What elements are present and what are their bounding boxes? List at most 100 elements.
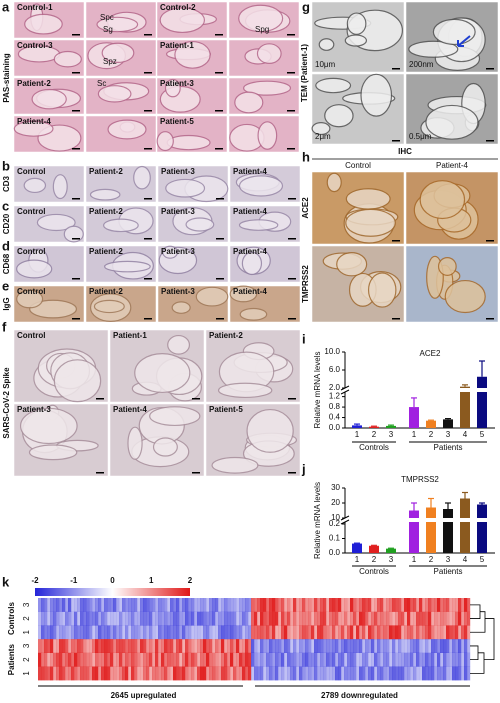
heatmap-cell — [290, 652, 294, 667]
heatmap-cell — [155, 625, 159, 640]
heatmap-cell — [377, 625, 381, 640]
tissue-structure — [311, 122, 331, 136]
heatmap-cell — [167, 666, 171, 681]
heatmap-cell — [206, 625, 210, 640]
row-label: 2 — [22, 616, 31, 621]
scale-bar — [486, 240, 494, 242]
heatmap-cell — [38, 598, 42, 612]
heatmap-cell — [368, 652, 372, 667]
heatmap-cell — [368, 639, 372, 653]
heatmap-cell — [272, 652, 276, 667]
heatmap-cell — [302, 639, 306, 653]
heatmap-cell — [122, 625, 126, 640]
tile-label: Patient-1 — [113, 331, 147, 340]
heatmap-cell — [374, 598, 378, 612]
heatmap-cell — [236, 598, 240, 612]
heatmap-cell — [191, 652, 195, 667]
heatmap-cell — [218, 598, 222, 612]
heatmap-cell — [383, 611, 387, 626]
heatmap-cell — [74, 625, 78, 640]
heatmap-cell — [464, 666, 468, 681]
heatmap-cell — [158, 639, 162, 653]
heatmap-cell — [353, 598, 357, 612]
heatmap-cell — [143, 652, 147, 667]
heatmap-cell — [437, 666, 441, 681]
scale-tick-label: 1 — [149, 576, 154, 585]
heatmap-cell — [44, 652, 48, 667]
heatmap-cell — [218, 625, 222, 640]
annotation: Sc — [97, 79, 106, 88]
bar — [352, 543, 362, 553]
heatmap-cell — [380, 611, 384, 626]
x-tick-label: 4 — [463, 430, 468, 439]
heatmap-cell — [206, 639, 210, 653]
y-tick-label: 10.0 — [324, 347, 340, 356]
heatmap-cell — [233, 598, 237, 612]
heatmap-cell — [107, 598, 111, 612]
heatmap-cell — [251, 611, 255, 626]
heatmap-cell — [344, 611, 348, 626]
heatmap-cell — [407, 639, 411, 653]
heatmap-cell — [437, 639, 441, 653]
heatmap-cell — [179, 625, 183, 640]
heatmap-cell — [167, 611, 171, 626]
heatmap-cell — [287, 625, 291, 640]
heatmap-cell — [440, 625, 444, 640]
heatmap-cell — [128, 639, 132, 653]
heatmap-cell — [356, 666, 360, 681]
heatmap-cell — [407, 611, 411, 626]
heatmap-cell — [56, 666, 60, 681]
heatmap-cell — [278, 639, 282, 653]
tissue-structure — [16, 259, 53, 279]
heatmap-cell — [215, 611, 219, 626]
scale-bar — [215, 148, 223, 150]
heatmap-cell — [293, 652, 297, 667]
heatmap-cell — [440, 639, 444, 653]
heatmap-cell — [290, 625, 294, 640]
tissue-structure — [162, 245, 179, 259]
scale-label: 10μm — [315, 60, 336, 69]
x-tick-label: 2 — [429, 555, 434, 564]
heatmap-cell — [188, 598, 192, 612]
heatmap-cell — [47, 639, 51, 653]
heatmap-cell — [134, 598, 138, 612]
heatmap-cell — [113, 625, 117, 640]
heatmap-cell — [128, 625, 132, 640]
tile-label: Patient-2 — [17, 79, 51, 88]
heatmap-cell — [203, 598, 207, 612]
heatmap-cell — [395, 611, 399, 626]
heatmap-cell — [365, 639, 369, 653]
heatmap-cell — [101, 611, 105, 626]
heatmap-cell — [65, 598, 69, 612]
y-tick-label: 0.0 — [329, 548, 341, 557]
heatmap-cell — [302, 652, 306, 667]
heatmap-cell — [38, 625, 42, 640]
heatmap-cell — [305, 639, 309, 653]
group-label: Patients — [434, 443, 463, 452]
heatmap-cell — [302, 598, 306, 612]
heatmap-cell — [371, 652, 375, 667]
heatmap-cell — [239, 666, 243, 681]
heatmap-cell — [62, 598, 66, 612]
heatmap-cell — [293, 625, 297, 640]
heatmap-cell — [77, 598, 81, 612]
heatmap-cell — [320, 666, 324, 681]
heatmap-cell — [137, 639, 141, 653]
heatmap-cell — [365, 611, 369, 626]
heatmap-cell — [50, 639, 54, 653]
heatmap-cell — [335, 611, 339, 626]
heatmap-cell — [341, 666, 345, 681]
heatmap-cell — [332, 652, 336, 667]
heatmap-cell — [371, 611, 375, 626]
heatmap-cell — [350, 652, 354, 667]
heatmap-cell — [116, 625, 120, 640]
bar — [386, 425, 396, 428]
heatmap-cell — [77, 625, 81, 640]
scale-bar — [144, 318, 152, 320]
heatmap-cell — [362, 666, 366, 681]
heatmap-cell — [365, 598, 369, 612]
heatmap-cell — [398, 598, 402, 612]
tissue-structure — [234, 91, 264, 114]
tile-label: Patient-3 — [161, 287, 195, 296]
